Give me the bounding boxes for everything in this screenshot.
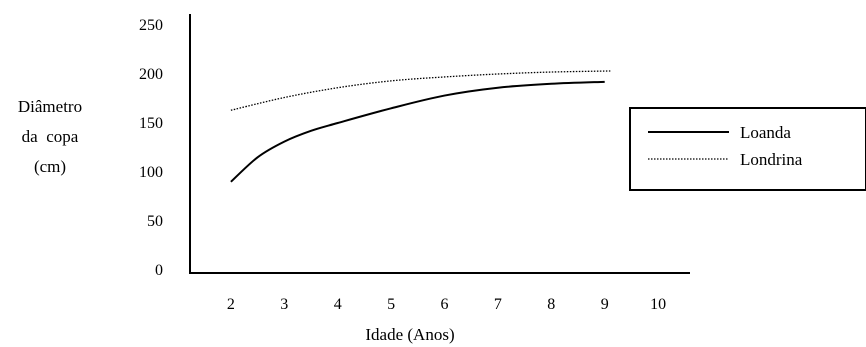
y-axis-title-line-3: (cm) [34, 157, 66, 176]
legend-label-loanda: Loanda [740, 123, 791, 142]
series-line-londrina [230, 70, 612, 111]
y-axis-title: Diâmetro da copa (cm) [18, 97, 82, 176]
y-tick-label: 200 [139, 66, 163, 83]
legend: Loanda Londrina [629, 107, 866, 191]
legend-label-londrina: Londrina [740, 150, 803, 169]
x-tick-label: 2 [227, 296, 235, 313]
x-tick-label: 10 [650, 296, 666, 313]
y-tick-label: 150 [139, 115, 163, 132]
x-axis-title: Idade (Anos) [365, 325, 454, 344]
x-tick-labels: 2 3 4 5 6 7 8 9 10 [227, 296, 666, 313]
y-axis-title-line-2: da copa [22, 127, 79, 146]
x-tick-label: 5 [387, 296, 395, 313]
y-axis-title-line-1: Diâmetro [18, 97, 82, 116]
x-tick-label: 8 [547, 296, 555, 313]
x-tick-label: 4 [334, 296, 342, 313]
x-tick-label: 7 [494, 296, 502, 313]
y-tick-label: 100 [139, 164, 163, 181]
x-tick-label: 6 [441, 296, 449, 313]
series-line-loanda [230, 80, 605, 183]
y-tick-label: 50 [147, 213, 163, 230]
y-tick-label: 250 [139, 17, 163, 34]
y-tick-label: 0 [155, 262, 163, 279]
x-tick-label: 3 [280, 296, 288, 313]
legend-box [629, 107, 866, 191]
series-layer [230, 70, 612, 183]
y-tick-labels: 0 50 100 150 200 250 [139, 17, 163, 279]
x-tick-label: 9 [601, 296, 609, 313]
